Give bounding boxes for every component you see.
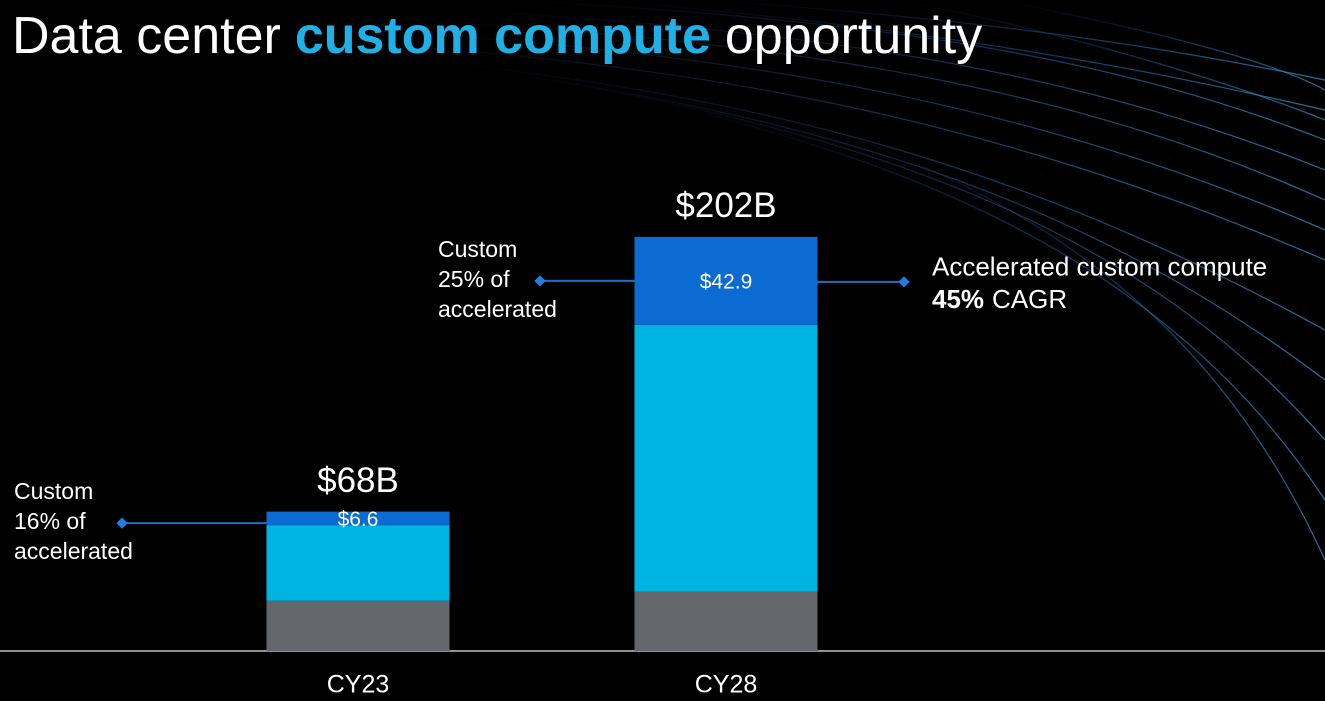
bar-segment [634, 324, 818, 592]
title-part: Data center [12, 7, 281, 65]
cagr-suffix: CAGR [992, 284, 1067, 314]
diamond [116, 517, 128, 529]
diamond [534, 275, 546, 287]
title: Data center custom compute opportunity [12, 6, 996, 66]
value-label: $42.9 [700, 270, 753, 293]
bar-segment [634, 591, 818, 651]
bar-segment [634, 236, 818, 325]
annotation-line: accelerated [438, 296, 557, 322]
total-label: $68B [317, 461, 399, 500]
value-label: $6.6 [338, 508, 379, 531]
title-part: opportunity [724, 7, 983, 65]
total-label: $202B [675, 186, 776, 225]
bar-segment [266, 525, 450, 601]
x-tick-label: CY28 [695, 671, 758, 699]
cagr-value: 45% [932, 284, 984, 314]
annotation-line: 25% of [438, 266, 510, 292]
annotation-line: accelerated [14, 538, 133, 564]
cagr-line: 45% CAGR [932, 284, 1067, 314]
cagr-label: Accelerated custom compute [932, 252, 1267, 282]
bar-segment [266, 600, 450, 651]
background-streaks [299, 0, 1325, 561]
title-highlight: custom compute [294, 7, 711, 65]
annotation-line: Custom [14, 478, 93, 504]
x-tick-label: CY23 [327, 671, 390, 699]
annotation-line: Custom [438, 236, 517, 262]
diamond [898, 276, 910, 288]
annotation-line: 16% of [14, 508, 86, 534]
bar-segment [266, 511, 450, 526]
